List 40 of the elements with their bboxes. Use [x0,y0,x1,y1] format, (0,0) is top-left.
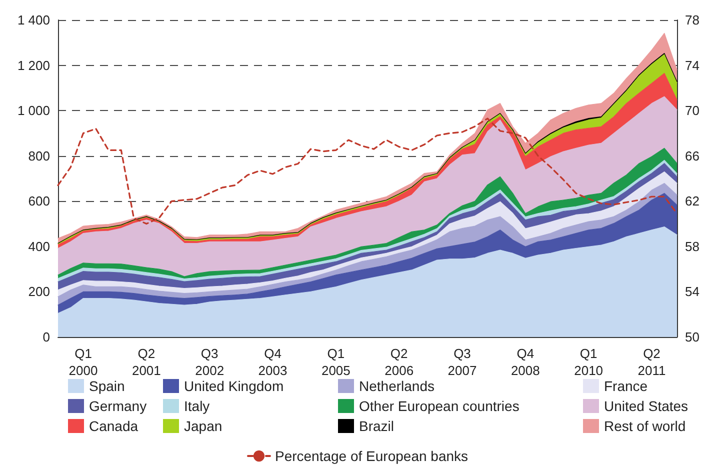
x-tick-label: Q1 2000 [68,346,98,378]
legend-label: Other European countries [359,398,520,414]
y-tick-label: 200 [28,284,50,300]
x-tick-label: Q2 2001 [132,346,161,378]
legend-label: Spain [89,378,125,394]
legend-label: Canada [89,418,138,434]
y2-tick-label: 54 [685,284,700,300]
x-tick-label: Q1 2010 [574,346,604,378]
y-tick-label: 0 [42,330,50,344]
y2-tick-label: 74 [685,58,700,73]
y2-tick-label: 66 [685,148,700,164]
x-tick-label: Q2 2011 [638,346,666,378]
y-tick-label: 600 [28,194,50,209]
legend-label: France [604,378,648,394]
legend-label: United States [604,398,688,414]
y-tick-label: 1 400 [17,12,50,28]
y2-tick-label: 78 [685,12,700,28]
y2-tick-label: 62 [685,194,700,209]
y-tick-label: 1 200 [17,58,50,73]
y-tick-label: 400 [28,238,50,254]
legend-label: Netherlands [359,378,434,394]
legend-label: Brazil [359,418,394,434]
x-tick-label: Q3 2007 [448,346,477,378]
legend-label: Italy [184,398,210,414]
y2-tick-label: 50 [685,330,700,344]
y-tick-label: 1 000 [17,103,50,118]
y2-tick-label: 70 [685,103,700,118]
x-tick-label: Q4 2003 [258,346,288,378]
y-tick-label: 800 [28,148,50,164]
legend-label: Percentage of European banks [274,448,468,464]
x-tick-label: Q2 2006 [384,346,414,378]
legend-label: Germany [89,398,147,414]
legend-label: United Kingdom [184,378,284,394]
line-series [57,118,678,225]
legend-label: Japan [184,418,222,434]
legend-label: Rest of world [604,418,686,434]
y2-tick-label: 58 [685,238,700,254]
x-tick-label: Q3 2002 [195,346,224,378]
x-tick-label: Q1 2005 [321,346,350,378]
x-tick-label: Q4 2008 [510,346,540,378]
